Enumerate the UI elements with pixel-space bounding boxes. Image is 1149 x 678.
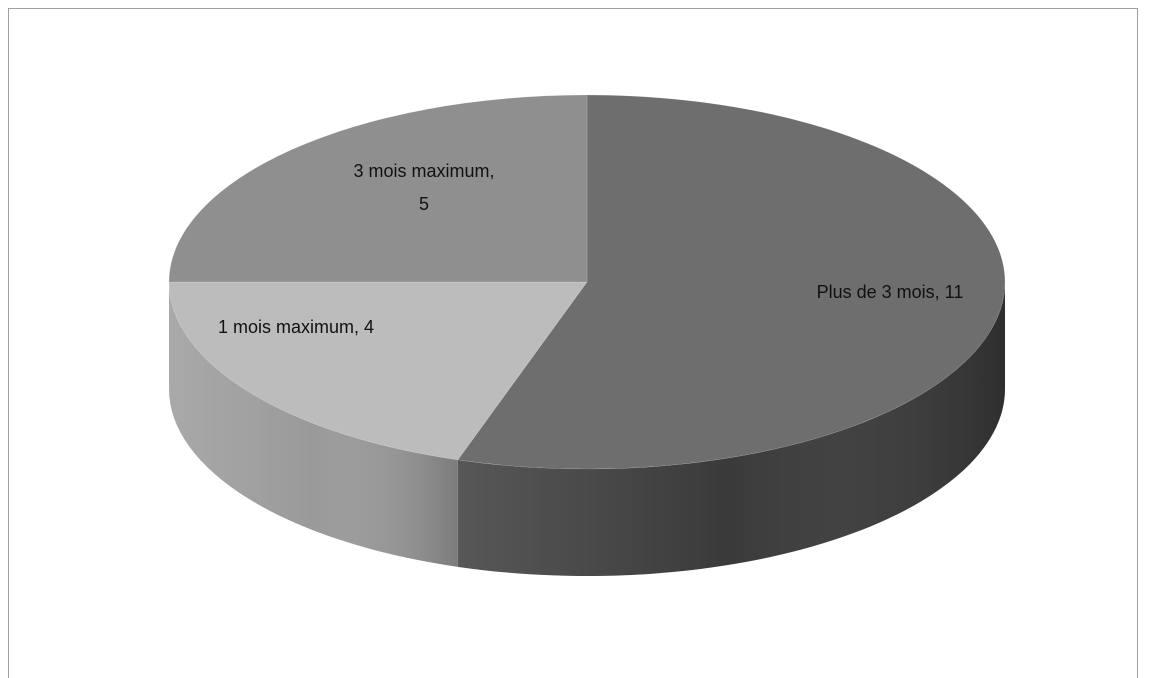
side-shade-plus-de-3-mois — [457, 282, 1005, 576]
slice-label-1-mois-maximum: 1 mois maximum, 4 — [218, 317, 374, 337]
side-shade-1-mois-maximum — [168, 282, 458, 567]
slice-label-3-mois-maximum-line2: 5 — [419, 194, 429, 214]
pie-tops — [168, 94, 1006, 470]
slice-label-plus-de-3-mois: Plus de 3 mois, 11 — [817, 282, 964, 302]
slice-plus-de-3-mois — [457, 94, 1006, 470]
pie-sides — [168, 282, 1005, 576]
slice-label-3-mois-maximum-line1: 3 mois maximum, — [353, 161, 494, 181]
slice-1-mois-maximum — [168, 281, 588, 461]
slice-3-mois-maximum — [168, 94, 588, 283]
